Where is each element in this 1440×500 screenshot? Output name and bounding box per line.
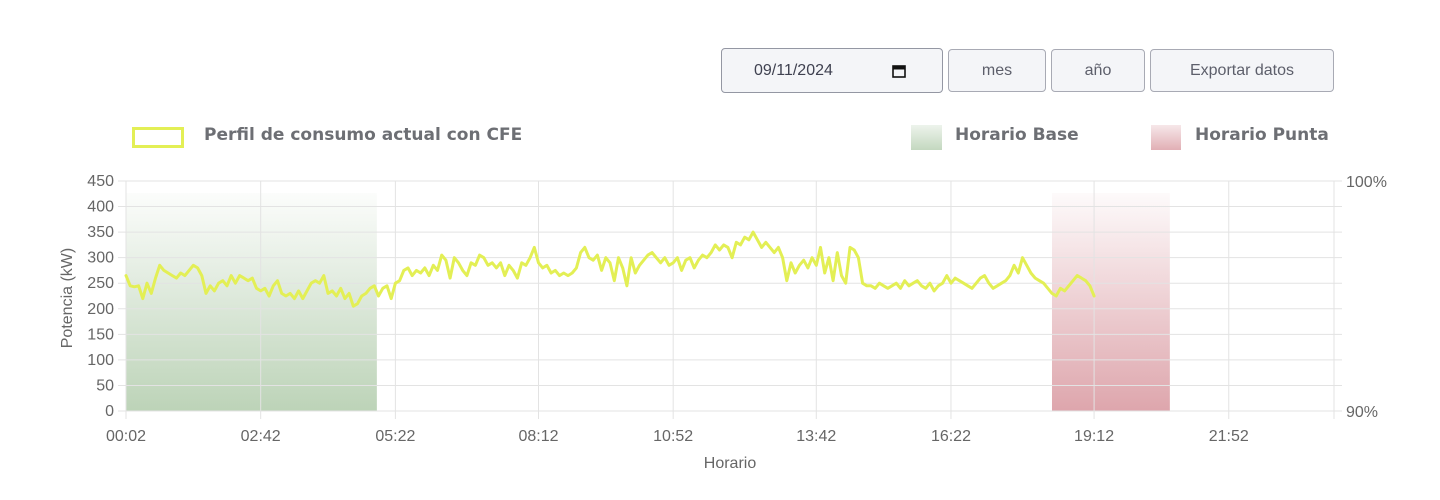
series-line-consumo-cfe xyxy=(124,230,1096,308)
year-button[interactable]: año xyxy=(1051,49,1145,92)
legend-series-swatch[interactable] xyxy=(132,127,184,148)
y-tick-label: 0 xyxy=(105,403,114,420)
x-tick-label: 02:42 xyxy=(241,428,281,445)
y-tick-label: 100 xyxy=(87,352,114,369)
legend-base-swatch[interactable] xyxy=(911,125,942,150)
y2-tick-label: 90% xyxy=(1346,404,1378,421)
legend-punta-label[interactable]: Horario Punta xyxy=(1195,125,1329,145)
x-tick-label: 13:42 xyxy=(796,428,836,445)
month-button[interactable]: mes xyxy=(948,49,1046,92)
y-tick-label: 150 xyxy=(87,326,114,343)
x-tick-label: 00:02 xyxy=(106,428,146,445)
date-value: 09/11/2024 xyxy=(754,61,833,79)
x-tick-label: 05:22 xyxy=(375,428,415,445)
x-axis-title: Horario xyxy=(704,455,757,472)
y-tick-label: 350 xyxy=(87,224,114,241)
y-axis-title: Potencia (kW) xyxy=(59,248,76,348)
x-tick-label: 16:22 xyxy=(931,428,971,445)
y-tick-label: 450 xyxy=(87,173,114,190)
y-tick-label: 250 xyxy=(87,275,114,292)
x-tick-label: 19:12 xyxy=(1074,428,1114,445)
x-tick-label: 08:12 xyxy=(518,428,558,445)
calendar-icon[interactable] xyxy=(892,64,906,78)
y2-tick-label: 100% xyxy=(1346,174,1387,191)
y-tick-label: 200 xyxy=(87,301,114,318)
export-button[interactable]: Exportar datos xyxy=(1150,49,1334,92)
band-horario-punta xyxy=(1051,193,1170,411)
y-tick-label: 300 xyxy=(87,250,114,267)
toolbar: 09/11/2024 mes año Exportar datos xyxy=(721,48,1334,93)
band-horario-base xyxy=(126,193,377,411)
x-tick-label: 10:52 xyxy=(653,428,693,445)
legend-punta-swatch[interactable] xyxy=(1151,125,1181,150)
y-tick-label: 400 xyxy=(87,199,114,216)
legend-series-label[interactable]: Perfil de consumo actual con CFE xyxy=(204,125,523,145)
y-tick-label: 50 xyxy=(96,377,114,394)
legend-base-label[interactable]: Horario Base xyxy=(955,125,1079,145)
x-tick-label: 21:52 xyxy=(1209,428,1249,445)
date-input[interactable]: 09/11/2024 xyxy=(721,48,943,93)
